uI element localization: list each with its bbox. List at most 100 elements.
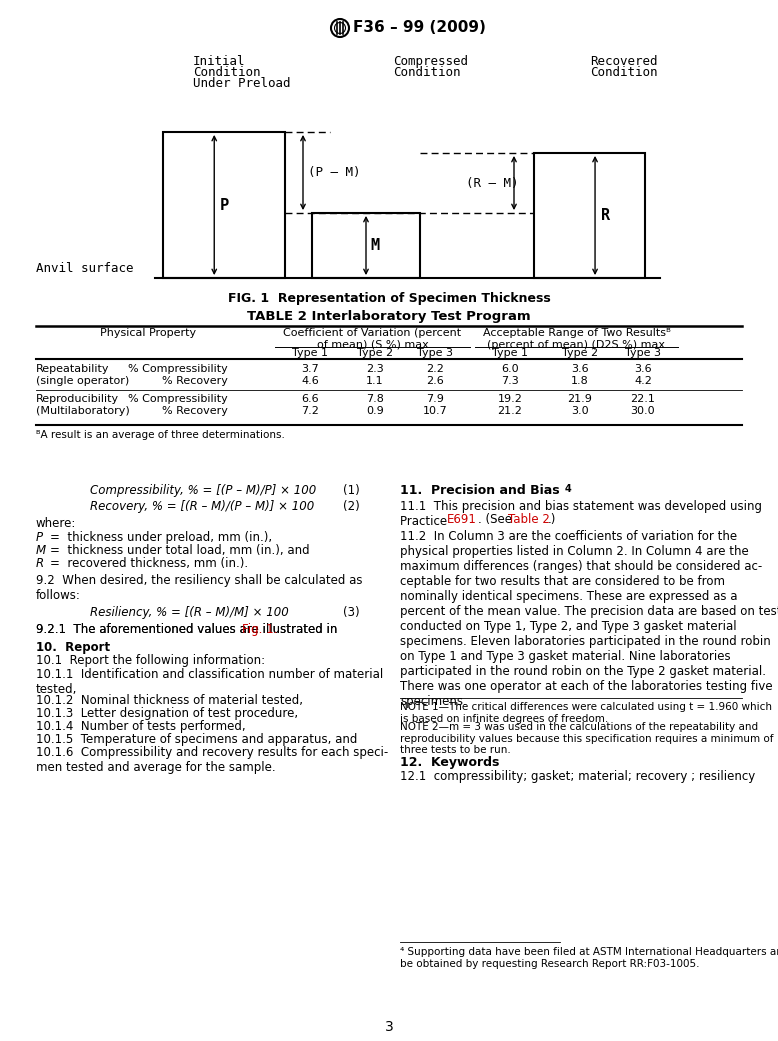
Bar <box>534 153 645 278</box>
Text: . (See: . (See <box>478 513 516 526</box>
Text: Repeatability: Repeatability <box>36 364 110 374</box>
Text: 11.  Precision and Bias: 11. Precision and Bias <box>400 484 559 497</box>
Text: 3.0: 3.0 <box>571 406 589 416</box>
Text: Reproducibility: Reproducibility <box>36 393 119 404</box>
Text: 1.8: 1.8 <box>571 376 589 386</box>
Text: P: P <box>36 531 43 544</box>
Text: 9.2  When desired, the resiliency shall be calculated as
follows:: 9.2 When desired, the resiliency shall b… <box>36 574 363 602</box>
Text: 6.6: 6.6 <box>301 393 319 404</box>
Text: 4.2: 4.2 <box>634 376 652 386</box>
Text: 2.3: 2.3 <box>366 364 384 374</box>
Text: 30.0: 30.0 <box>631 406 655 416</box>
Text: Compressed: Compressed <box>393 55 468 68</box>
Text: Type 3: Type 3 <box>625 348 661 358</box>
Bar <box>312 213 420 278</box>
Text: E691: E691 <box>447 513 477 526</box>
Text: 22.1: 22.1 <box>630 393 655 404</box>
Text: 4: 4 <box>565 484 572 494</box>
Text: 10.1.4  Number of tests performed,: 10.1.4 Number of tests performed, <box>36 720 246 733</box>
Text: 19.2: 19.2 <box>498 393 523 404</box>
Text: 3.6: 3.6 <box>634 364 652 374</box>
Text: (2): (2) <box>343 500 360 513</box>
Text: 3.7: 3.7 <box>301 364 319 374</box>
Text: Recovery, % = [(R – M)/(P – M)] × 100: Recovery, % = [(R – M)/(P – M)] × 100 <box>90 500 314 513</box>
Text: 10.1  Report the following information:: 10.1 Report the following information: <box>36 654 265 667</box>
Text: ᴮA result is an average of three determinations.: ᴮA result is an average of three determi… <box>36 430 285 440</box>
Text: =  thickness under preload, mm (in.),: = thickness under preload, mm (in.), <box>50 531 272 544</box>
Text: (R – M): (R – M) <box>466 177 518 189</box>
Text: Condition: Condition <box>393 66 461 79</box>
Text: R: R <box>601 208 610 223</box>
Text: Recovered: Recovered <box>590 55 657 68</box>
Text: Type 2: Type 2 <box>562 348 598 358</box>
Text: 4.6: 4.6 <box>301 376 319 386</box>
Text: (Multilaboratory): (Multilaboratory) <box>36 406 130 416</box>
Text: 11.1  This precision and bias statement was developed using
Practice: 11.1 This precision and bias statement w… <box>400 500 762 528</box>
Text: (single operator): (single operator) <box>36 376 129 386</box>
Text: NOTE 2—m = 3 was used in the calculations of the repeatability and
reproducibili: NOTE 2—m = 3 was used in the calculation… <box>400 722 773 755</box>
Text: 6.0: 6.0 <box>501 364 519 374</box>
Text: Initial: Initial <box>193 55 246 68</box>
Text: TABLE 2 Interlaboratory Test Program: TABLE 2 Interlaboratory Test Program <box>247 310 531 323</box>
Text: 7.8: 7.8 <box>366 393 384 404</box>
Text: 10.7: 10.7 <box>422 406 447 416</box>
Text: 10.1.2  Nominal thickness of material tested,: 10.1.2 Nominal thickness of material tes… <box>36 694 303 707</box>
Text: 1.1: 1.1 <box>366 376 384 386</box>
Text: .): .) <box>548 513 556 526</box>
Text: Type 2: Type 2 <box>357 348 393 358</box>
Text: Anvil surface: Anvil surface <box>36 261 134 275</box>
Text: 2.2: 2.2 <box>426 364 444 374</box>
Text: 10.1.6  Compressibility and recovery results for each speci-
men tested and aver: 10.1.6 Compressibility and recovery resu… <box>36 746 388 775</box>
Text: Resiliency, % = [(R – M)/M] × 100: Resiliency, % = [(R – M)/M] × 100 <box>90 606 289 619</box>
Text: where:: where: <box>36 517 76 530</box>
Text: 10.  Report: 10. Report <box>36 641 110 654</box>
Text: 21.9: 21.9 <box>568 393 592 404</box>
Text: Condition: Condition <box>193 66 261 79</box>
Text: (3): (3) <box>343 606 360 619</box>
Text: 2.6: 2.6 <box>426 376 444 386</box>
Text: 11.2  In Column 3 are the coefficients of variation for the
physical properties : 11.2 In Column 3 are the coefficients of… <box>400 530 778 708</box>
Text: Type 3: Type 3 <box>417 348 453 358</box>
Text: 0.9: 0.9 <box>366 406 384 416</box>
Text: 10.1.3  Letter designation of test procedure,: 10.1.3 Letter designation of test proced… <box>36 707 298 720</box>
Text: 10.1.5  Temperature of specimens and apparatus, and: 10.1.5 Temperature of specimens and appa… <box>36 733 357 746</box>
Text: P: P <box>220 198 230 212</box>
Text: 3: 3 <box>384 1020 394 1034</box>
Text: =  thickness under total load, mm (in.), and: = thickness under total load, mm (in.), … <box>50 544 310 557</box>
Text: Type 1: Type 1 <box>492 348 528 358</box>
Text: 21.2: 21.2 <box>498 406 523 416</box>
Text: (1): (1) <box>343 484 360 497</box>
Text: Fig. 1.: Fig. 1. <box>242 623 278 636</box>
Text: % Compressibility: % Compressibility <box>128 364 228 374</box>
Text: 10.1.1  Identification and classification number of material
tested,: 10.1.1 Identification and classification… <box>36 668 384 696</box>
Text: M: M <box>36 544 46 557</box>
Text: 9.2.1  The aforementioned values are illustrated in: 9.2.1 The aforementioned values are illu… <box>36 623 338 636</box>
Text: 3.6: 3.6 <box>571 364 589 374</box>
Text: Compressibility, % = [(P – M)/P] × 100: Compressibility, % = [(P – M)/P] × 100 <box>90 484 316 497</box>
Text: 12.  Keywords: 12. Keywords <box>400 756 499 769</box>
Text: FIG. 1  Representation of Specimen Thickness: FIG. 1 Representation of Specimen Thickn… <box>228 291 550 305</box>
Text: R: R <box>36 557 44 570</box>
Text: Acceptable Range of Two Resultsᴮ
(percent of mean) (D2S %) max: Acceptable Range of Two Resultsᴮ (percen… <box>482 328 671 350</box>
Text: % Recovery: % Recovery <box>162 406 228 416</box>
Text: % Recovery: % Recovery <box>162 376 228 386</box>
Text: NOTE 1—The critical differences were calculated using t = 1.960 which
is based o: NOTE 1—The critical differences were cal… <box>400 702 772 723</box>
Text: 7.9: 7.9 <box>426 393 444 404</box>
Text: % Compressibility: % Compressibility <box>128 393 228 404</box>
Text: Under Preload: Under Preload <box>193 77 290 90</box>
Text: Table 2: Table 2 <box>508 513 550 526</box>
Text: Type 1: Type 1 <box>292 348 328 358</box>
Text: =  recovered thickness, mm (in.).: = recovered thickness, mm (in.). <box>50 557 248 570</box>
Text: Physical Property: Physical Property <box>100 328 196 338</box>
Text: 12.1  compressibility; gasket; material; recovery ; resiliency: 12.1 compressibility; gasket; material; … <box>400 770 755 783</box>
Text: Coefficient of Variation (percent
of mean) (S %) max: Coefficient of Variation (percent of mea… <box>283 328 461 350</box>
Text: M: M <box>370 238 379 253</box>
Text: 9.2.1  The aforementioned values are illustrated in: 9.2.1 The aforementioned values are illu… <box>36 623 338 636</box>
Text: ⁴ Supporting data have been filed at ASTM International Headquarters and may
be : ⁴ Supporting data have been filed at AST… <box>400 947 778 968</box>
Bar <box>163 132 285 278</box>
Text: F36 – 99 (2009): F36 – 99 (2009) <box>353 21 486 35</box>
Text: 7.3: 7.3 <box>501 376 519 386</box>
Text: 7.2: 7.2 <box>301 406 319 416</box>
Text: Condition: Condition <box>590 66 657 79</box>
Text: (P – M): (P – M) <box>308 166 360 179</box>
